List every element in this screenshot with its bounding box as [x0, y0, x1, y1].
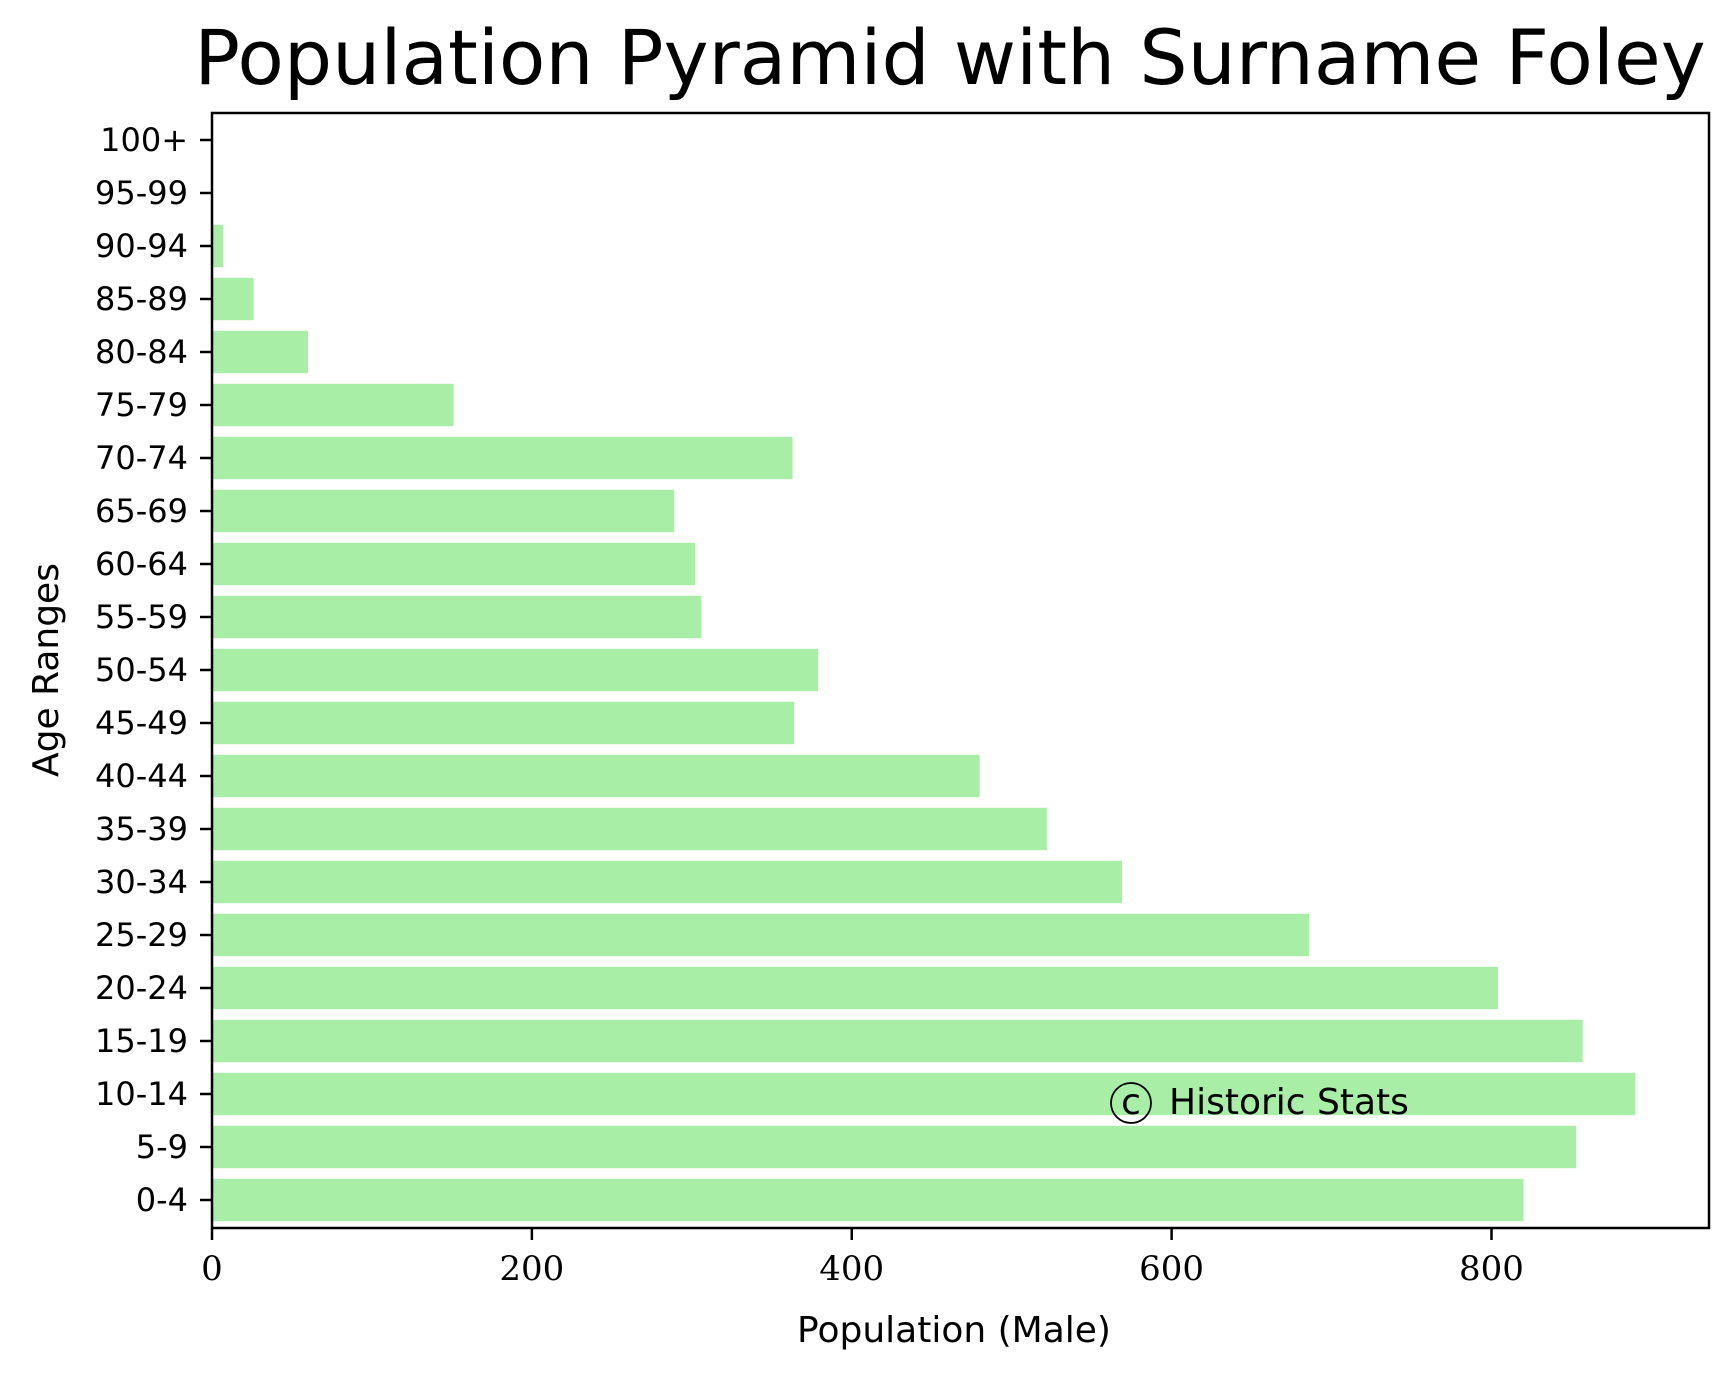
- bar-55-59: [212, 595, 702, 639]
- bar-15-19: [212, 1019, 1583, 1063]
- y-tick-label: 35-39: [95, 810, 188, 848]
- bar-5-9: [212, 1125, 1577, 1169]
- watermark: c Historic Stats: [1110, 1082, 1409, 1124]
- y-tick-label: 30-34: [95, 863, 188, 901]
- bar-65-69: [212, 489, 675, 533]
- x-tick-label: 400: [819, 1249, 884, 1289]
- bar-40-44: [212, 754, 980, 798]
- y-tick-label: 50-54: [95, 651, 188, 689]
- y-tick-label: 0-4: [136, 1181, 188, 1219]
- y-tick-label: 80-84: [95, 333, 188, 371]
- bar-0-4: [212, 1178, 1524, 1222]
- y-tick-label: 100+: [100, 121, 188, 159]
- y-tick-label: 60-64: [95, 545, 188, 583]
- y-tick-label: 10-14: [95, 1075, 188, 1113]
- y-tick-label: 90-94: [95, 227, 188, 265]
- y-tick-label: 85-89: [95, 280, 188, 318]
- bar-75-79: [212, 383, 454, 427]
- bar-35-39: [212, 807, 1047, 851]
- copyright-circle-icon: [1110, 1082, 1152, 1124]
- y-tick-label: 45-49: [95, 704, 188, 742]
- bar-80-84: [212, 330, 308, 374]
- chart-title: Population Pyramid with Surname Foley: [194, 13, 1705, 102]
- y-tick-label: 5-9: [136, 1128, 188, 1166]
- bar-45-49: [212, 701, 795, 745]
- plot-frame: [210, 111, 1711, 1230]
- y-tick-label: 95-99: [95, 174, 188, 212]
- x-tick-label: 200: [499, 1249, 564, 1289]
- y-tick-label: 55-59: [95, 598, 188, 636]
- y-tick-label: 75-79: [95, 386, 188, 424]
- x-tick-label: 0: [201, 1249, 223, 1289]
- y-tick-label: 20-24: [95, 969, 188, 1007]
- x-tick-label: 800: [1459, 1249, 1524, 1289]
- x-tick-label: 600: [1139, 1249, 1204, 1289]
- bar-90-94: [212, 224, 224, 268]
- bars-group: [212, 224, 1636, 1222]
- bar-30-34: [212, 860, 1123, 904]
- bar-10-14: [212, 1072, 1636, 1116]
- x-ticks-group: 0 200 400 600 800: [201, 1228, 1524, 1289]
- x-axis-label: Population (Male): [797, 1310, 1111, 1351]
- y-axis-label: Age Ranges: [26, 563, 67, 777]
- copyright-symbol: c: [1121, 1082, 1141, 1123]
- y-ticks-group: 0-4 5-9 10-14 15-19 20-24 25-29 30-34 35-39 40-4…: [95, 121, 212, 1219]
- y-tick-label: 25-29: [95, 916, 188, 954]
- y-tick-label: 65-69: [95, 492, 188, 530]
- bar-20-24: [212, 966, 1498, 1010]
- watermark-text: Historic Stats: [1169, 1082, 1409, 1123]
- bar-85-89: [212, 277, 254, 321]
- y-tick-label: 40-44: [95, 757, 188, 795]
- y-tick-label: 70-74: [95, 439, 188, 477]
- bar-60-64: [212, 542, 696, 586]
- bar-70-74: [212, 436, 793, 480]
- bar-25-29: [212, 913, 1310, 957]
- y-tick-label: 15-19: [95, 1022, 188, 1060]
- bar-50-54: [212, 648, 819, 692]
